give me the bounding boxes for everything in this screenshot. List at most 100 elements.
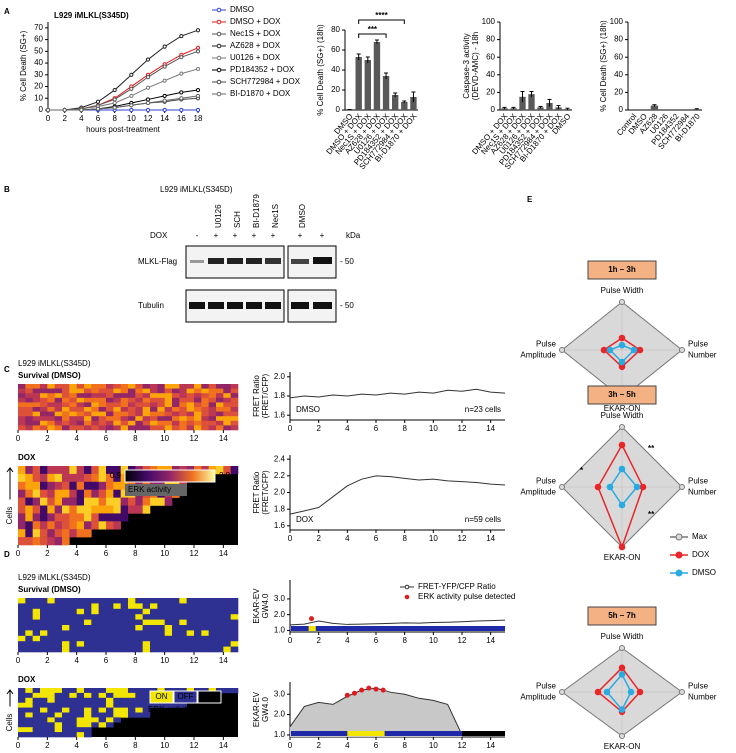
heatmap-cell: [113, 608, 121, 615]
heatmap-cell: [98, 397, 107, 403]
heatmap-subtitle: L929 iMLKL(S345D): [18, 359, 91, 368]
heatmap-cell: [106, 717, 114, 723]
y-axis-label: % Cell Death (SG+) (18h): [316, 24, 325, 116]
heatmap-cell: [84, 425, 92, 431]
heatmap-cell: [106, 411, 114, 417]
heatmap-cell: [25, 416, 33, 422]
heatmap-cell: [91, 402, 99, 408]
heatmap-cell: [120, 505, 129, 514]
legend-label: ERK activity pulse detected: [418, 592, 515, 601]
heatmap-cell: [98, 466, 107, 475]
y-tick-label: 80: [614, 35, 623, 44]
heatmap-cell: [18, 407, 26, 412]
heatmap-cell: [69, 635, 77, 642]
heatmap-cell: [135, 630, 143, 637]
x-tick-label: 14: [486, 741, 495, 750]
heatmap-cell: [62, 722, 70, 728]
heatmap-cell: [54, 630, 63, 637]
x-tick-label: 10: [429, 636, 438, 645]
heatmap-cell: [47, 416, 55, 422]
heatmap-cell: [32, 473, 41, 483]
heatmap-cell: [142, 619, 151, 626]
heatmap-cell: [150, 416, 158, 422]
heatmap-cell: [201, 420, 209, 426]
heatmap-cell: [98, 692, 107, 699]
heatmap-cell: [142, 425, 151, 431]
legend-marker: [216, 31, 222, 37]
heatmap-cell: [208, 614, 217, 620]
heatmap-cell: [62, 712, 70, 718]
heatmap-cell: [157, 420, 165, 426]
heatmap-cell: [223, 630, 231, 637]
x-tick-label: 8: [402, 741, 407, 750]
heatmap-cell: [54, 702, 63, 708]
heatmap-cell: [164, 598, 173, 604]
y-axis-label: Caspase-3 activity: [462, 33, 471, 98]
heatmap-cell: [18, 598, 26, 604]
heatmap-cell: [223, 407, 231, 412]
heatmap-cell: [106, 614, 114, 620]
heatmap-cell: [62, 497, 70, 506]
heatmap-cell: [128, 388, 136, 394]
heatmap-cell: [40, 402, 48, 408]
heatmap-cell: [120, 707, 129, 713]
heatmap-cell: [142, 608, 151, 615]
heatmap-cell: [128, 646, 136, 653]
heatmap-cell: [135, 411, 143, 417]
heatmap-cell: [54, 425, 63, 431]
significance-label: **: [648, 510, 655, 519]
y-tick-label: 40: [331, 65, 340, 74]
heatmap-cell: [47, 646, 55, 653]
heatmap-cell: [25, 712, 33, 718]
point: [112, 105, 117, 110]
heatmap-cell: [54, 635, 63, 642]
x-tick-label: 12: [458, 636, 467, 645]
heatmap-cell: [69, 722, 77, 728]
heatmap-cell: [230, 619, 239, 626]
heatmap-cell: [62, 688, 70, 694]
heatmap-cell: [106, 619, 114, 626]
heatmap-cell: [230, 402, 239, 408]
heatmap-cell: [62, 466, 70, 475]
heatmap-cell: [18, 393, 26, 399]
heatmap-cell: [216, 608, 224, 615]
heatmap-cell: [98, 407, 107, 412]
heatmap-cell: [47, 598, 55, 604]
radar-point: [630, 346, 638, 354]
x-tick-label: 4: [74, 741, 79, 750]
heatmap-cell: [157, 641, 165, 647]
heatmap-cell: [40, 630, 48, 637]
x-tick-label: 2: [316, 636, 321, 645]
y-tick-label: 1.6: [274, 410, 286, 419]
heatmap-cell: [157, 630, 165, 637]
heatmap-cell: [98, 489, 107, 498]
point: [366, 685, 372, 691]
heatmap-cell: [216, 619, 224, 626]
heatmap-cell: [179, 397, 187, 403]
point: [79, 107, 84, 113]
size-marker: - 50: [340, 257, 354, 266]
heatmap-cell: [120, 513, 129, 522]
heatmap-cell: [54, 641, 63, 647]
heatmap-cell: [84, 393, 92, 399]
heatmap-cell: [120, 625, 129, 631]
point: [373, 686, 379, 692]
radar-axis-label: Number: [688, 488, 717, 497]
heatmap-cell: [91, 388, 99, 394]
heatmap-cell: [40, 537, 48, 546]
heatmap-cell: [230, 425, 239, 431]
heatmap-cell: [150, 641, 158, 647]
point: [195, 93, 201, 99]
heatmap-cell: [18, 641, 26, 647]
heatmap-cell: [120, 608, 129, 615]
dox-label: DOX: [150, 231, 168, 240]
line: [289, 388, 506, 399]
heatmap-cell: [76, 630, 85, 637]
y-tick-label: 2.4: [274, 454, 286, 463]
heatmap-cell: [18, 727, 26, 733]
legend-label: DMSO: [230, 5, 254, 14]
heatmap-cell: [69, 619, 77, 626]
heatmap-cell: [25, 411, 33, 417]
heatmap-cell: [25, 393, 33, 399]
